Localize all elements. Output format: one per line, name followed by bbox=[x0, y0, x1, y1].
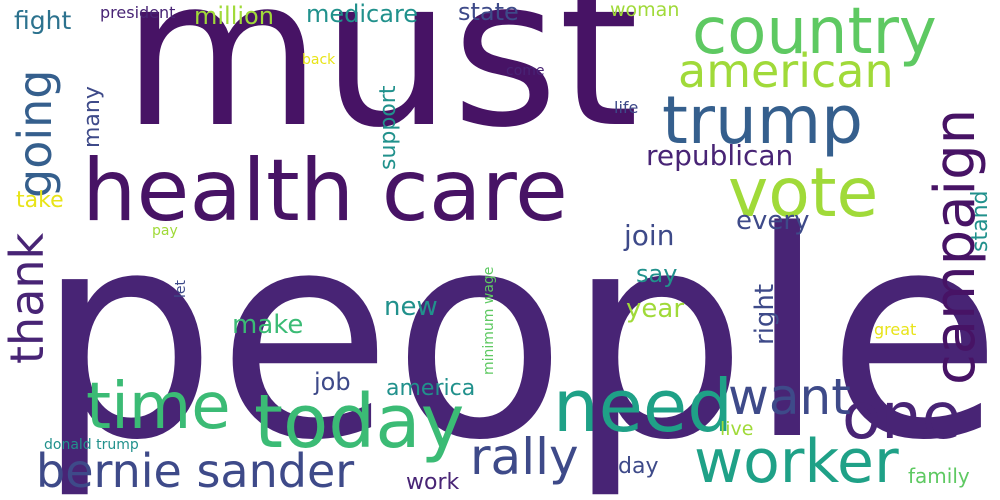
word-state: state bbox=[458, 0, 519, 26]
word-come: come bbox=[506, 63, 545, 79]
word-stand: stand bbox=[968, 190, 993, 252]
word-thank: thank bbox=[0, 232, 54, 364]
word-people: people bbox=[36, 171, 1000, 500]
word-day: day bbox=[618, 454, 659, 479]
word-today: today bbox=[254, 379, 465, 465]
word-going: going bbox=[8, 69, 62, 198]
word-woman: woman bbox=[610, 0, 680, 21]
word-job: job bbox=[314, 368, 351, 396]
word-join: join bbox=[624, 219, 675, 252]
word-time: time bbox=[86, 370, 231, 444]
word-worker: worker bbox=[694, 427, 899, 497]
word-life: life bbox=[614, 98, 639, 117]
word-need: need bbox=[553, 364, 733, 448]
word-many: many bbox=[80, 86, 105, 148]
word-every: every bbox=[736, 206, 810, 236]
word-donald-trump: donald trump bbox=[44, 437, 139, 453]
word-country: country bbox=[692, 0, 937, 69]
word-fight: fight bbox=[14, 6, 72, 35]
word-take: take bbox=[16, 188, 64, 213]
word-million: million bbox=[194, 2, 274, 30]
word-year: year bbox=[626, 294, 685, 324]
word-back: back bbox=[302, 52, 336, 68]
word-one: one bbox=[842, 380, 962, 454]
word-rally: rally bbox=[470, 428, 579, 486]
word-bernie-sander: bernie sander bbox=[36, 444, 355, 498]
word-health-care: health care bbox=[82, 141, 568, 241]
word-live: live bbox=[720, 418, 754, 440]
word-family: family bbox=[908, 464, 970, 488]
word-republican: republican bbox=[646, 139, 794, 172]
word-medicare: medicare bbox=[306, 0, 419, 28]
word-minimum-wage: minimum wage bbox=[481, 266, 497, 375]
word-let: let bbox=[173, 280, 189, 298]
word-right: right bbox=[750, 283, 780, 345]
word-make: make bbox=[232, 310, 304, 340]
word-support: support bbox=[376, 85, 401, 170]
word-trump: trump bbox=[662, 82, 864, 159]
word-want: want bbox=[728, 368, 851, 426]
word-great: great bbox=[874, 320, 917, 339]
word-work: work bbox=[406, 470, 460, 495]
word-say: say bbox=[636, 260, 678, 288]
word-pay: pay bbox=[152, 223, 178, 239]
word-america: america bbox=[386, 376, 476, 401]
word-must: must bbox=[122, 0, 639, 173]
word-vote: vote bbox=[728, 154, 879, 233]
word-american: american bbox=[678, 44, 894, 98]
word-president: president bbox=[100, 3, 176, 22]
word-new: new bbox=[384, 292, 438, 322]
